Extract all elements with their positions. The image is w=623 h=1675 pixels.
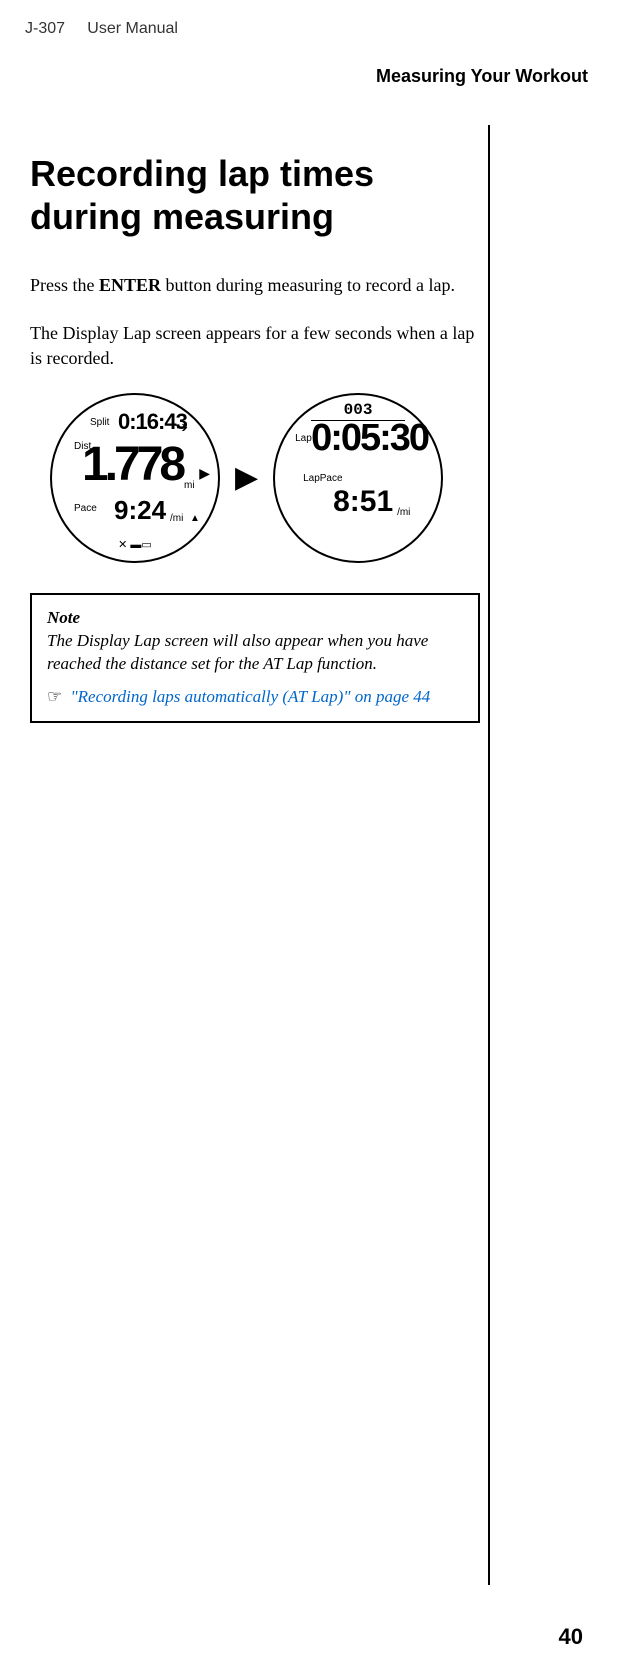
lappace-value: 8:51 [333, 485, 393, 519]
column-divider [488, 125, 490, 1585]
section-header: Measuring Your Workout [0, 38, 623, 87]
distance-value: 1.778 [82, 437, 182, 492]
watch-illustration-row: Split 0:16:43 ➔ Dist. 1.778 mi ▶ Pace 9:… [50, 393, 480, 563]
lappace-unit: /mi [397, 507, 410, 518]
pace-arrow-icon: ▲ [190, 513, 200, 524]
lap-label: Lap [295, 433, 312, 444]
para1-suffix: button during measuring to record a lap. [161, 275, 455, 295]
paragraph-1: Press the ENTER button during measuring … [30, 273, 480, 298]
doc-type: User Manual [87, 20, 178, 37]
pace-unit: /mi [170, 513, 183, 524]
watch-face-measuring: Split 0:16:43 ➔ Dist. 1.778 mi ▶ Pace 9:… [50, 393, 220, 563]
running-icon: ➔ [176, 419, 188, 436]
note-body: The Display Lap screen will also appear … [47, 630, 463, 676]
pace-value: 9:24 [114, 495, 166, 526]
page-header: J-307 User Manual [0, 0, 623, 38]
note-box: Note The Display Lap screen will also ap… [30, 593, 480, 723]
split-label: Split [90, 417, 109, 428]
lap-time: 0:05:30 [311, 417, 428, 460]
side-arrow-icon: ▶ [199, 465, 210, 482]
page-title: Recording lap times during measuring [30, 152, 480, 238]
paragraph-2: The Display Lap screen appears for a few… [30, 321, 480, 371]
distance-unit: mi [184, 480, 195, 491]
transition-arrow-icon: ▶ [235, 460, 258, 495]
product-code: J-307 [25, 20, 65, 37]
para1-prefix: Press the [30, 275, 99, 295]
hand-icon: ☞ [47, 687, 62, 706]
note-link-text: "Recording laps automatically (AT Lap)" … [71, 687, 431, 706]
watch-face-lap: 003 Lap 0:05:30 LapPace 8:51 /mi [273, 393, 443, 563]
note-link[interactable]: ☞ "Recording laps automatically (AT Lap)… [47, 686, 463, 709]
enter-button-ref: ENTER [99, 275, 161, 295]
lappace-label: LapPace [303, 473, 342, 484]
page-number: 40 [559, 1624, 583, 1650]
note-title: Note [47, 608, 80, 627]
pace-label: Pace [74, 503, 97, 514]
main-content: Recording lap times during measuring Pre… [0, 87, 480, 723]
status-icons: ✕ ▬▭ [118, 538, 152, 551]
